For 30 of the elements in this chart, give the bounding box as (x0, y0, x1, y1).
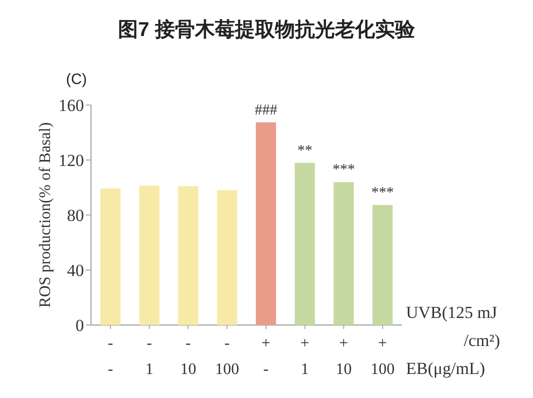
bar (216, 190, 238, 325)
x-tick-label: - 1 (145, 335, 154, 378)
data-label: *** (371, 184, 394, 201)
y-tick-label: 80 (67, 206, 84, 225)
data-label: ### (254, 102, 278, 118)
x-tick-label: - 10 (180, 335, 196, 378)
bar (178, 186, 198, 325)
bar (139, 186, 160, 325)
text: (C) (66, 71, 87, 88)
bar (256, 122, 276, 325)
y-tick-label: 120 (58, 151, 84, 170)
x-tick-label: + 1 (300, 335, 310, 378)
x-tick-label: + - (261, 335, 270, 378)
y-tick-label: 160 (58, 96, 84, 115)
x-tick-label: - 100 (215, 335, 240, 378)
x-tick-label: - - (108, 335, 114, 378)
data-label: ** (297, 142, 312, 159)
y-tick-label: 0 (76, 316, 84, 335)
chart-title: 图7 接骨木莓提取物抗光老化实验 (118, 18, 416, 41)
bar (100, 188, 121, 325)
bar (372, 204, 393, 325)
text: EB(μg/mL) (406, 359, 485, 378)
y-axis-title: ROS production(% of Basal) (37, 122, 54, 308)
text: UVB(125 mJ /cm²) (406, 303, 500, 350)
data-label: *** (332, 162, 355, 178)
x-tick-label: + 100 (370, 335, 395, 378)
y-tick-label: 40 (67, 261, 84, 280)
bar (334, 182, 354, 325)
bar (294, 162, 315, 325)
x-tick-label: + 10 (336, 335, 352, 378)
